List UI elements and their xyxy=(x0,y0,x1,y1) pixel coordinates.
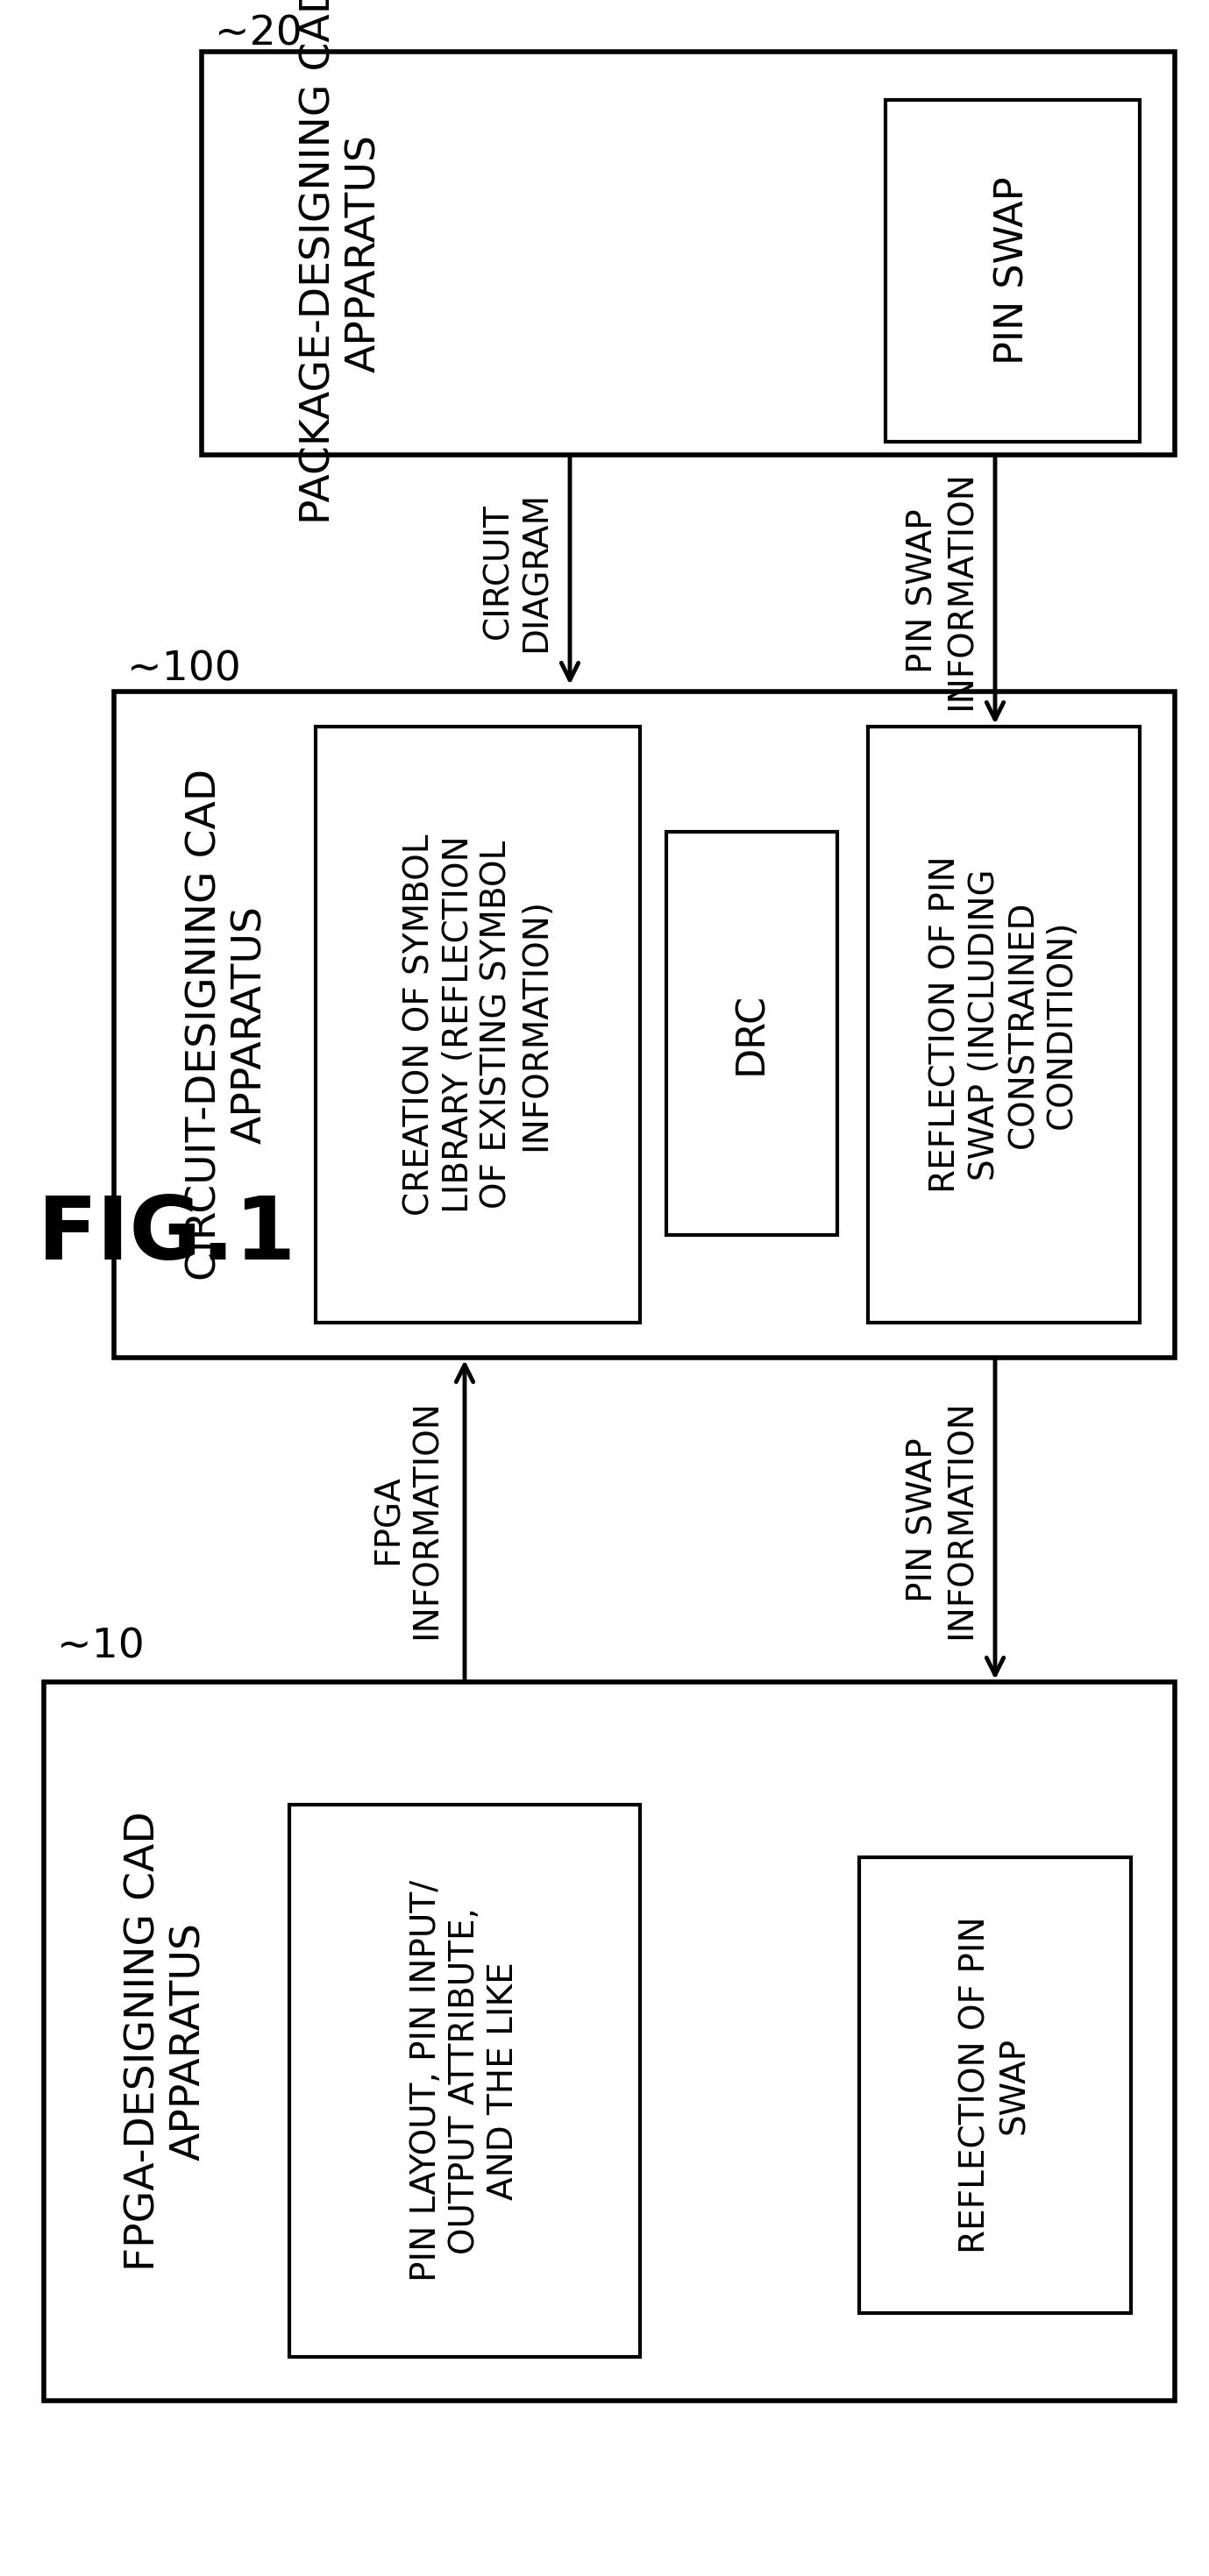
Text: ∼10: ∼10 xyxy=(57,1628,144,1667)
Text: ∼100: ∼100 xyxy=(127,649,241,690)
Bar xyxy=(868,726,1140,1321)
Text: PIN SWAP: PIN SWAP xyxy=(994,178,1031,366)
Bar xyxy=(316,726,640,1321)
Text: CIRCUIT-DESIGNING CAD
APPARATUS: CIRCUIT-DESIGNING CAD APPARATUS xyxy=(185,768,271,1280)
Text: FIG.1: FIG.1 xyxy=(37,1193,296,1278)
Text: ∼20: ∼20 xyxy=(215,15,302,54)
Text: REFLECTION OF PIN
SWAP: REFLECTION OF PIN SWAP xyxy=(959,1917,1031,2254)
Bar xyxy=(860,1857,1130,2313)
Text: PIN SWAP
INFORMATION: PIN SWAP INFORMATION xyxy=(907,1401,978,1638)
Bar xyxy=(289,1806,640,2357)
Text: FPGA
INFORMATION: FPGA INFORMATION xyxy=(371,1401,444,1638)
Text: PIN SWAP
INFORMATION: PIN SWAP INFORMATION xyxy=(907,471,978,711)
Text: REFLECTION OF PIN
SWAP (INCLUDING
CONSTRAINED
CONDITION): REFLECTION OF PIN SWAP (INCLUDING CONSTR… xyxy=(930,855,1078,1193)
Bar xyxy=(44,1682,1175,2401)
Text: FPGA-DESIGNING CAD
APPARATUS: FPGA-DESIGNING CAD APPARATUS xyxy=(125,1811,209,2272)
Bar xyxy=(202,52,1175,456)
Text: PIN LAYOUT, PIN INPUT/
OUTPUT ATTRIBUTE,
AND THE LIKE: PIN LAYOUT, PIN INPUT/ OUTPUT ATTRIBUTE,… xyxy=(410,1880,520,2282)
Text: PACKAGE-DESIGNING CAD
APPARATUS: PACKAGE-DESIGNING CAD APPARATUS xyxy=(300,0,384,526)
Text: CIRCUIT
DIAGRAM: CIRCUIT DIAGRAM xyxy=(481,492,554,652)
Bar xyxy=(885,100,1140,440)
Text: DRC: DRC xyxy=(733,992,770,1074)
Bar xyxy=(114,690,1175,1358)
Text: CREATION OF SYMBOL
LIBRARY (REFLECTION
OF EXISTING SYMBOL
INFORMATION): CREATION OF SYMBOL LIBRARY (REFLECTION O… xyxy=(404,835,553,1216)
Bar xyxy=(666,832,838,1234)
